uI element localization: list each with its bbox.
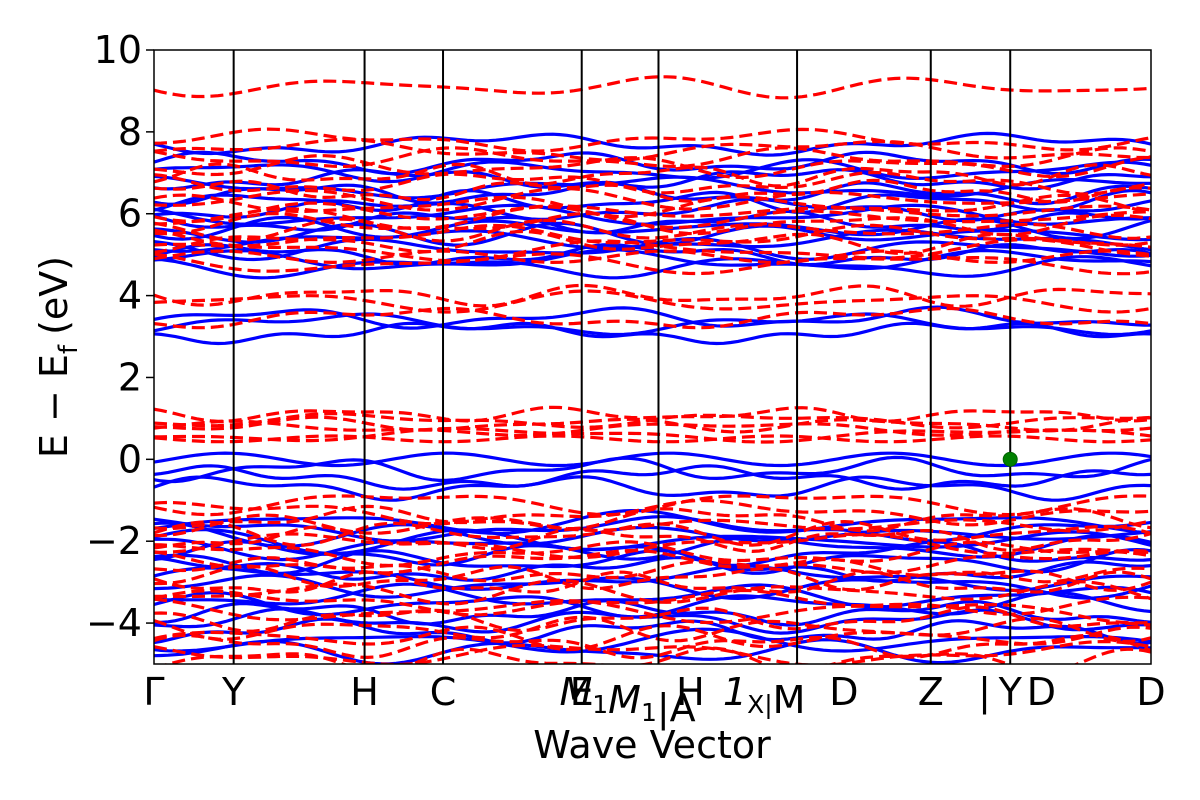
solid-band-valence-3: [154, 475, 1151, 502]
dashed-band-conduction-7: [154, 223, 1151, 248]
dashed-band-valence-3: [154, 513, 1151, 538]
dashed-band-conduction-8: [154, 217, 1151, 243]
dashed-band-valence-1: [154, 498, 1151, 527]
kpoint-label-7: 1X|M: [723, 670, 806, 722]
solid-band-conduction-13: [154, 188, 1151, 214]
dashed-band-valence-5: [154, 525, 1151, 554]
dashed-band-conduction-16: [154, 162, 1151, 188]
solid-band-valence-5: [154, 515, 1151, 543]
high-symmetry-lines: [232, 50, 1012, 664]
dashed-band-conduction-13: [154, 186, 1151, 212]
dashed-band-valence-18: [154, 633, 1151, 660]
dashed-band-valence-8: [154, 548, 1151, 575]
dashed-band-conduction-6: [154, 229, 1151, 256]
plot-frame: [153, 49, 1152, 665]
y-tick-label: 2: [118, 355, 142, 399]
dashed-band-valence-15: [154, 605, 1151, 633]
dashed-band-valence_gap_states-2: [154, 415, 1151, 434]
dashed-band-conduction-12: [154, 193, 1151, 219]
dashed-band-valence-7: [154, 540, 1151, 568]
kpoint-label-4: E: [570, 670, 594, 714]
y-tick-label: 4: [118, 274, 142, 318]
solid-band-conduction-2: [154, 321, 1151, 346]
kpoint-label-10: |: [978, 670, 991, 715]
y-tick-label: 6: [118, 192, 142, 236]
solid-band-conduction-19: [154, 131, 1151, 157]
solid-band-valence-4: [154, 509, 1151, 535]
x-axis-title: Wave Vector: [533, 723, 771, 767]
dashed-band-conduction-21: [154, 75, 1151, 100]
kpoint-label-8: D: [829, 670, 858, 714]
dashed-band-valence-13: [154, 588, 1151, 617]
y-axis-title-unit: (eV): [32, 256, 76, 335]
solid-band-valence-14: [154, 582, 1151, 609]
solid-band-conduction-4: [154, 248, 1151, 271]
dashed-band-conduction-2: [154, 306, 1151, 330]
dashed-band-valence_gap_states-4: [154, 426, 1151, 444]
solid-band-valence-2: [154, 464, 1151, 491]
y-axis-ticks: −4 −2 0 2 4 6 8 10: [86, 28, 154, 645]
solid-band-valence-17: [154, 607, 1151, 635]
dashed-band-conduction-5: [154, 238, 1151, 263]
band-markers: [1002, 451, 1018, 467]
dashed-band-valence-2: [154, 504, 1151, 533]
dashed-band-conduction-20: [154, 127, 1151, 153]
kpoint-label-1: Y: [221, 670, 246, 714]
y-tick-label: −2: [86, 519, 142, 563]
kpoint-label-0: Γ: [143, 670, 164, 714]
y-tick-label: 0: [118, 437, 142, 481]
dashed-band-valence-12: [154, 578, 1151, 606]
y-axis-title-main: E − E: [32, 354, 76, 458]
solid-band-valence-18: [154, 617, 1151, 645]
dashed-band-valence-17: [154, 624, 1151, 652]
solid-band-valence-19: [154, 627, 1151, 654]
kpoint-label-2: H: [350, 670, 379, 714]
y-axis-title-sub: f: [54, 344, 84, 354]
dashed-band-valence_gap_states-5: [154, 434, 1151, 444]
solid-band-conduction-16: [154, 168, 1151, 191]
kpoint-label-6: H: [676, 670, 705, 714]
dashed-band-conduction-19: [154, 137, 1151, 162]
kpoint-label-13: D: [1136, 670, 1165, 714]
dashed-band-valence-6: [154, 532, 1151, 560]
y-tick-label: −4: [86, 601, 142, 645]
solid-band-valence-1: [154, 455, 1151, 484]
dashed-band-conduction-0: [154, 289, 1151, 314]
dashed-band-valence_gap_states-0: [154, 405, 1151, 423]
kpoint-label-9: Z: [918, 670, 944, 714]
dashed-band-conduction-18: [154, 146, 1151, 169]
y-tick-label: 10: [94, 28, 142, 72]
dashed-band-conduction-1: [154, 283, 1151, 308]
solid-band-valence-16: [154, 599, 1151, 627]
kpoint-label-3: C: [430, 670, 457, 714]
y-axis-title: E − Ef (eV): [32, 256, 84, 458]
kpoint-label-5: M1M1|A: [559, 670, 695, 731]
band-lines: [154, 75, 1151, 664]
dashed-band-valence-20: [162, 646, 1151, 664]
marker-point-0: [1002, 451, 1018, 467]
dashed-band-conduction-10: [154, 205, 1151, 231]
solid-band-conduction-18: [154, 150, 1151, 176]
solid-band-conduction-3: [154, 255, 1151, 280]
dashed-band-valence-4: [154, 519, 1151, 547]
dashed-band-valence-16: [154, 615, 1151, 643]
kpoint-label-12: D: [1027, 670, 1056, 714]
dashed-band-valence-10: [154, 564, 1151, 592]
kpoint-label-11: Y: [998, 670, 1023, 714]
solid-band-conduction-1: [154, 305, 1151, 330]
y-tick-label: 8: [118, 110, 142, 154]
dashed-band-conduction-4: [154, 249, 1151, 265]
dashed-band-valence-11: [154, 570, 1151, 594]
dashed-band-conduction-3: [154, 252, 1151, 276]
solid-band-conduction-17: [154, 158, 1151, 184]
dashed-band-valence_gap_states-3: [154, 419, 1151, 437]
dashed-band-valence-14: [154, 597, 1151, 625]
